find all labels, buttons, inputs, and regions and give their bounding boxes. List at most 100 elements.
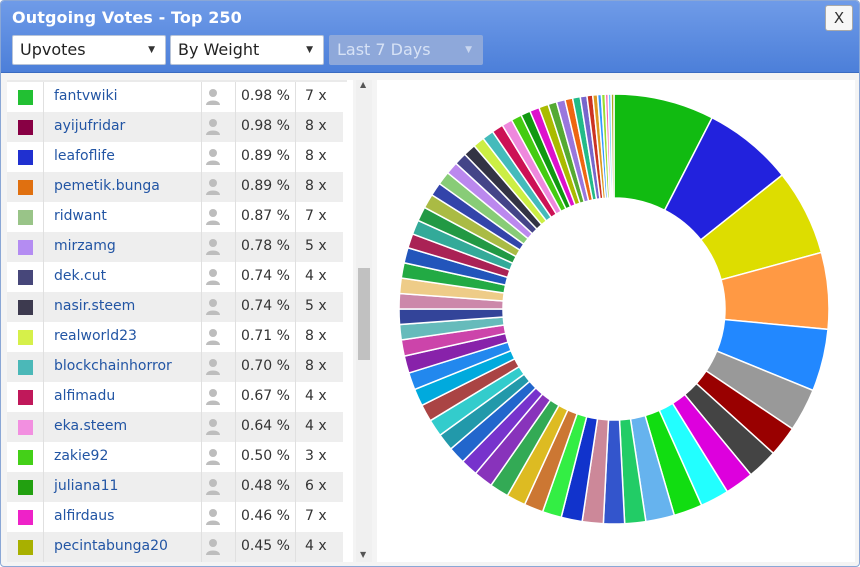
period-select: Last 7 Days ▼ [329, 35, 483, 65]
user-icon[interactable] [205, 238, 221, 256]
column-divider [201, 262, 202, 292]
account-link[interactable]: nasir.steem [54, 298, 136, 314]
column-divider [43, 82, 44, 112]
user-icon[interactable] [205, 148, 221, 166]
account-link[interactable]: fantvwiki [54, 88, 118, 104]
user-icon[interactable] [205, 328, 221, 346]
column-divider [43, 232, 44, 262]
table-row[interactable]: eka.steem 0.64 % 4 x [7, 412, 343, 442]
column-divider [43, 292, 44, 322]
column-divider [295, 82, 296, 112]
table-row[interactable]: ayijufridar 0.98 % 8 x [7, 112, 343, 142]
color-swatch [18, 180, 33, 195]
dialog-titlebar: Outgoing Votes - Top 250 X Upvotes ▼ By … [1, 1, 859, 73]
user-icon[interactable] [205, 208, 221, 226]
column-divider [201, 502, 202, 532]
column-divider [235, 442, 236, 472]
column-divider [295, 352, 296, 382]
account-link[interactable]: ridwant [54, 208, 107, 224]
donut-slice[interactable] [610, 93, 615, 199]
table-row[interactable]: pecintabunga20 0.45 % 4 x [7, 532, 343, 562]
vote-type-value: Upvotes [20, 40, 86, 59]
account-link[interactable]: pemetik.bunga [54, 178, 160, 194]
column-divider [295, 202, 296, 232]
color-swatch [18, 270, 33, 285]
sort-select[interactable]: By Weight ▼ [170, 35, 324, 65]
account-link[interactable]: eka.steem [54, 418, 128, 434]
table-row[interactable]: ridwant 0.87 % 7 x [7, 202, 343, 232]
scroll-down-arrow-icon[interactable]: ▼ [360, 550, 367, 559]
table-row[interactable]: mirzamg 0.78 % 5 x [7, 232, 343, 262]
user-icon[interactable] [205, 298, 221, 316]
column-divider [201, 82, 202, 112]
vote-weight-donut-chart [377, 80, 855, 562]
vote-percent: 0.64 % [241, 418, 290, 434]
table-row[interactable]: realworld23 0.71 % 8 x [7, 322, 343, 352]
vote-type-select[interactable]: Upvotes ▼ [12, 35, 166, 65]
account-link[interactable]: alfirdaus [54, 508, 115, 524]
column-divider [201, 112, 202, 142]
column-divider [235, 472, 236, 502]
vote-count: 8 x [305, 118, 327, 134]
list-scrollbar[interactable]: ▲ ▼ [356, 80, 372, 562]
user-icon[interactable] [205, 508, 221, 526]
account-link[interactable]: zakie92 [54, 448, 109, 464]
user-icon[interactable] [205, 118, 221, 136]
vote-percent: 0.74 % [241, 298, 290, 314]
account-link[interactable]: ayijufridar [54, 118, 126, 134]
period-value: Last 7 Days [337, 40, 431, 59]
account-link[interactable]: realworld23 [54, 328, 137, 344]
user-icon[interactable] [205, 448, 221, 466]
account-link[interactable]: dek.cut [54, 268, 107, 284]
account-link[interactable]: pecintabunga20 [54, 538, 168, 554]
table-row[interactable]: pemetik.bunga 0.89 % 8 x [7, 172, 343, 202]
account-link[interactable]: mirzamg [54, 238, 116, 254]
user-icon[interactable] [205, 88, 221, 106]
close-button[interactable]: X [825, 5, 853, 31]
table-row[interactable]: nasir.steem 0.74 % 5 x [7, 292, 343, 322]
vote-count: 4 x [305, 268, 327, 284]
vote-count: 5 x [305, 238, 327, 254]
column-divider [43, 172, 44, 202]
sort-value: By Weight [178, 40, 260, 59]
color-swatch [18, 420, 33, 435]
table-row[interactable]: alfirdaus 0.46 % 7 x [7, 502, 343, 532]
account-link[interactable]: juliana11 [54, 478, 119, 494]
table-row[interactable]: fantvwiki 0.98 % 7 x [7, 82, 343, 112]
scroll-up-arrow-icon[interactable]: ▲ [360, 80, 367, 89]
vote-percent: 0.46 % [241, 508, 290, 524]
column-divider [201, 412, 202, 442]
user-icon[interactable] [205, 388, 221, 406]
table-row[interactable]: alfimadu 0.67 % 4 x [7, 382, 343, 412]
user-icon[interactable] [205, 478, 221, 496]
account-link[interactable]: blockchainhorror [54, 358, 172, 374]
table-row[interactable]: leafoflife 0.89 % 8 x [7, 142, 343, 172]
donut-chart-svg [398, 93, 830, 525]
column-divider [201, 172, 202, 202]
user-icon[interactable] [205, 418, 221, 436]
column-divider [201, 322, 202, 352]
table-row[interactable]: blockchainhorror 0.70 % 8 x [7, 352, 343, 382]
column-divider [43, 442, 44, 472]
color-swatch [18, 330, 33, 345]
user-icon[interactable] [205, 268, 221, 286]
vote-percent: 0.70 % [241, 358, 290, 374]
user-icon[interactable] [205, 178, 221, 196]
voter-list[interactable]: fantvwiki 0.98 % 7 x ayijufridar 0.98 % 8 x le… [7, 80, 353, 562]
table-row[interactable]: zakie92 0.50 % 3 x [7, 442, 343, 472]
vote-count: 6 x [305, 478, 327, 494]
vote-count: 4 x [305, 388, 327, 404]
scrollbar-thumb[interactable] [358, 268, 370, 360]
column-divider [235, 412, 236, 442]
column-divider [201, 382, 202, 412]
table-row[interactable]: juliana11 0.48 % 6 x [7, 472, 343, 502]
user-icon[interactable] [205, 538, 221, 556]
table-row[interactable]: dek.cut 0.74 % 4 x [7, 262, 343, 292]
account-link[interactable]: alfimadu [54, 388, 116, 404]
dialog-title: Outgoing Votes - Top 250 [12, 8, 242, 27]
column-divider [295, 112, 296, 142]
vote-count: 8 x [305, 358, 327, 374]
account-link[interactable]: leafoflife [54, 148, 115, 164]
user-icon[interactable] [205, 358, 221, 376]
column-divider [201, 232, 202, 262]
